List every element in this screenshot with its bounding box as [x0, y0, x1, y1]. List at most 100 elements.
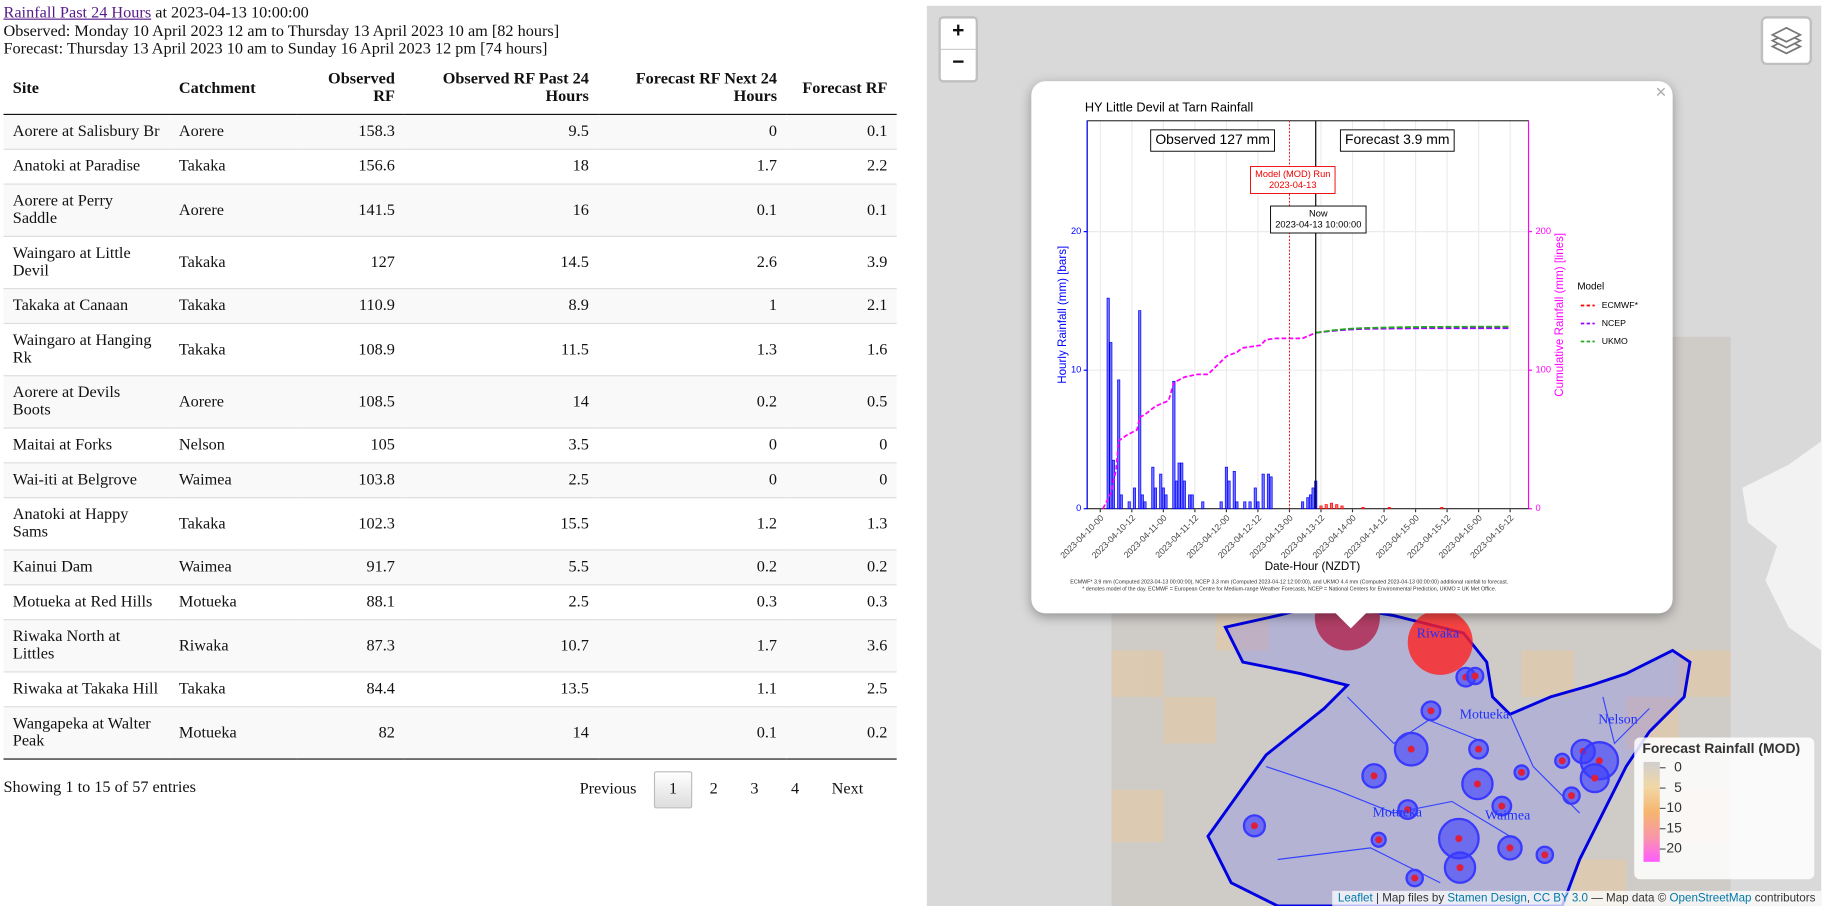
- table-cell: Maitai at Forks: [3, 427, 170, 463]
- column-header[interactable]: Forecast RF Next 24 Hours: [598, 63, 787, 115]
- table-cell: 127: [297, 235, 405, 289]
- page-button[interactable]: 4: [790, 780, 800, 798]
- table-cell: 0: [598, 427, 787, 463]
- rain-bar: [1174, 480, 1178, 510]
- y-tick-label: 10: [1071, 365, 1081, 375]
- table-cell: 108.5: [297, 375, 405, 429]
- rain-bar: [1329, 502, 1334, 510]
- page-button[interactable]: 3: [750, 780, 759, 798]
- zoom-out[interactable]: −: [952, 49, 965, 74]
- table-cell: 3.5: [404, 427, 599, 463]
- column-header[interactable]: Observed RF Past 24 Hours: [404, 63, 599, 115]
- y2-tick-label: 200: [1536, 226, 1552, 236]
- legend-tick-label: 5: [1674, 779, 1682, 795]
- attribution-link[interactable]: Stamen Design: [1447, 892, 1527, 905]
- table-cell: 141.5: [297, 183, 405, 237]
- table-cell: 108.9: [297, 322, 405, 376]
- table-cell: 0.3: [786, 584, 897, 620]
- forecast-line: [1315, 325, 1511, 334]
- table-cell: 2.1: [786, 288, 897, 324]
- table-cell: 0.2: [786, 549, 897, 585]
- site-dot: [1568, 792, 1575, 800]
- cumulative-line: [1102, 331, 1317, 510]
- page-button[interactable]: 2: [709, 780, 718, 798]
- site-dot: [1411, 874, 1419, 882]
- popup-close[interactable]: ×: [1656, 81, 1667, 102]
- now-annotation-box: [1270, 205, 1367, 234]
- zoom-in[interactable]: +: [940, 19, 976, 50]
- forecast-annotation-text: Forecast 3.9 mm: [1345, 131, 1449, 147]
- table-cell: Waimea: [169, 462, 298, 498]
- table-row: Wai-iti at Belgrove Waimea 103.8 2.5 0 0: [3, 462, 897, 498]
- map[interactable]: Riwaka Motueka Nelson Motueka Waimea Forecas…: [926, 5, 1822, 906]
- table-cell: 13.5: [404, 671, 599, 707]
- title-link[interactable]: Rainfall Past 24 Hours: [3, 4, 152, 23]
- rain-bar: [1227, 480, 1231, 510]
- column-header[interactable]: Observed RF: [297, 63, 405, 115]
- table-cell: Aorere: [169, 183, 298, 237]
- table-cell: 0: [598, 462, 787, 498]
- rain-bar: [1143, 501, 1147, 510]
- table-cell: Wai-iti at Belgrove: [3, 462, 170, 498]
- site-circle: [1407, 609, 1473, 675]
- attribution-text: contributors: [1751, 892, 1816, 905]
- table-cell: Riwaka: [169, 619, 298, 672]
- map-legend: Forecast Rainfall (MOD) 0 5 10 15 20: [1634, 737, 1815, 880]
- rain-bar: [1235, 501, 1239, 510]
- table-row: Riwaka at Takaka Hill Takaka 84.4 13.5 1.1 2.…: [3, 671, 897, 707]
- table-cell: 0.1: [598, 706, 787, 760]
- page-button[interactable]: Previous: [579, 780, 637, 798]
- table-cell: 14: [404, 375, 599, 429]
- attribution-link[interactable]: Leaflet: [1337, 892, 1373, 905]
- table-cell: 1.7: [598, 148, 787, 185]
- legend-title: Model: [1577, 281, 1604, 292]
- table-cell: Motueka: [169, 706, 298, 760]
- table-cell: Takaka at Canaan: [3, 288, 170, 324]
- table-cell: 82: [297, 706, 405, 760]
- rain-bar: [1361, 507, 1365, 510]
- table-cell: 18: [404, 148, 599, 185]
- table-cell: 2.5: [404, 462, 599, 498]
- page-button[interactable]: 1: [653, 771, 693, 809]
- rain-bar: [1153, 487, 1157, 510]
- table-cell: 0: [786, 462, 897, 498]
- table-cell: 2.5: [404, 584, 599, 620]
- table-cell: 84.4: [297, 671, 405, 707]
- y-tick-label: 0: [1076, 503, 1081, 513]
- site-dot: [1375, 836, 1383, 844]
- model-run-annotation-box: [1249, 166, 1336, 194]
- site-dot: [1506, 844, 1514, 852]
- page-button[interactable]: Next: [831, 780, 864, 798]
- rain-bar: [1340, 505, 1344, 510]
- table-cell: Nelson: [169, 427, 298, 463]
- coast: [1742, 441, 1822, 651]
- legend-title: Forecast Rainfall (MOD): [1642, 740, 1800, 756]
- table-cell: 2.2: [786, 148, 897, 185]
- table-cell: Takaka: [169, 497, 298, 550]
- table-cell: 10.7: [404, 619, 599, 672]
- catchment-boundary[interactable]: [1206, 602, 1692, 906]
- place-label: Motueka: [1460, 708, 1510, 723]
- table-row: Anatoki at Paradise Takaka 156.6 18 1.7 2.2: [3, 148, 897, 185]
- rain-bar: [1151, 466, 1155, 510]
- title-line: Rainfall Past 24 Hours at 2023-04-13 10:…: [3, 5, 559, 23]
- rain-bar: [1335, 504, 1339, 510]
- attribution-text: ,: [1526, 892, 1534, 905]
- now-annotation-text: 2023-04-13 10:00:00: [1275, 220, 1361, 230]
- site-dot: [1427, 707, 1435, 715]
- rain-bar: [1201, 501, 1205, 510]
- observed-annotation-text: Observed 127 mm: [1155, 131, 1270, 147]
- column-header[interactable]: Site: [3, 63, 170, 115]
- site-dot: [1404, 806, 1412, 814]
- table-cell: Waingaro at Hanging Rk: [3, 322, 170, 376]
- table-cell: 110.9: [297, 288, 405, 324]
- layers-control[interactable]: [1760, 16, 1812, 66]
- rain-bar: [1306, 497, 1310, 510]
- table-cell: 105: [297, 427, 405, 463]
- column-header[interactable]: Catchment: [169, 63, 298, 115]
- attribution-link[interactable]: CC BY 3.0: [1533, 892, 1588, 905]
- column-header[interactable]: Forecast RF: [786, 63, 897, 115]
- attribution-link[interactable]: OpenStreetMap: [1669, 892, 1752, 905]
- rain-bar: [1261, 473, 1265, 510]
- table-cell: Aorere: [169, 375, 298, 429]
